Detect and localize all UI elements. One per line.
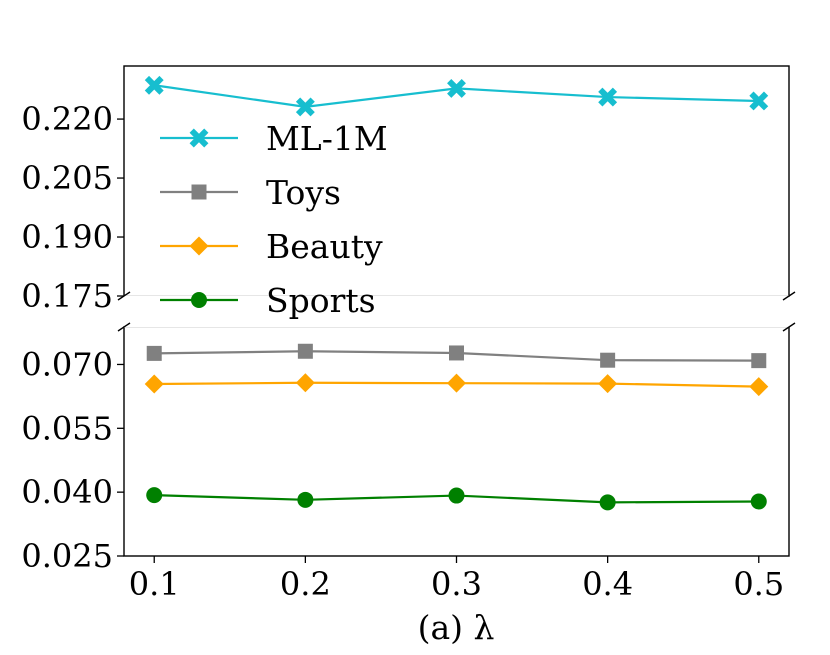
x-tick-label-2: 0.3	[431, 565, 482, 603]
x-axis-label: (a) λ	[418, 608, 495, 647]
point-ml-1m-2	[447, 78, 466, 98]
axis-break-mark-2	[117, 322, 131, 332]
legend-marker-sports	[191, 292, 207, 308]
upper-panel	[123, 65, 790, 297]
axis-break-marks	[117, 291, 796, 332]
legend-label-toys: Toys	[266, 173, 341, 212]
point-sports-1	[297, 491, 314, 508]
point-toys-3	[600, 352, 616, 368]
legend-label-sports: Sports	[266, 281, 376, 320]
legend-entry-ml-1m: ML-1M	[160, 119, 388, 158]
point-beauty-0	[144, 374, 164, 394]
lower-y-tick-label-3: 0.070	[21, 345, 113, 383]
x-tick-label-1: 0.2	[280, 565, 331, 603]
legend-entry-toys: Toys	[160, 173, 341, 212]
point-sports-4	[750, 493, 767, 510]
series-beauty	[144, 373, 769, 397]
legend: ML-1M Toys Beauty Sports	[160, 119, 388, 320]
legend-marker-ml-1m	[189, 128, 209, 148]
legend-label-beauty: Beauty	[266, 227, 383, 266]
point-ml-1m-0	[144, 75, 164, 95]
upper-y-tick-label-0: 0.175	[21, 277, 113, 315]
point-sports-2	[448, 487, 465, 504]
legend-marker-toys	[191, 184, 207, 200]
point-ml-1m-4	[749, 91, 769, 111]
point-sports-0	[146, 487, 163, 504]
legend-entry-beauty: Beauty	[160, 227, 383, 266]
upper-y-tick-label-3: 0.220	[21, 100, 113, 138]
point-beauty-4	[749, 377, 769, 397]
x-tick-label-4: 0.5	[733, 565, 784, 603]
x-tick-label-0: 0.1	[129, 565, 180, 603]
axis-break-mark-3	[782, 322, 796, 332]
point-ml-1m-3	[598, 87, 618, 107]
upper-y-tick-label-1: 0.190	[21, 218, 113, 256]
series-toys	[146, 343, 767, 369]
point-beauty-3	[598, 374, 618, 394]
upper-plot-frame	[123, 65, 790, 297]
series-sports	[146, 487, 767, 511]
point-toys-2	[449, 345, 464, 361]
legend-label-ml-1m: ML-1M	[266, 119, 388, 158]
lower-y-tick-label-1: 0.040	[21, 473, 113, 511]
legend-entry-sports: Sports	[160, 281, 376, 320]
lower-y-tick-label-2: 0.055	[21, 409, 113, 447]
point-toys-4	[751, 353, 767, 369]
lower-y-tick-label-0: 0.025	[21, 537, 113, 575]
point-sports-3	[599, 494, 616, 511]
upper-y-ticks: 0.175 0.190 0.205 0.220	[21, 100, 124, 315]
series-ml-1m	[144, 75, 769, 117]
x-ticks: 0.1 0.2 0.3 0.4 0.5	[129, 556, 784, 603]
point-beauty-2	[447, 373, 466, 393]
legend-marker-beauty	[189, 236, 209, 256]
point-toys-0	[146, 345, 162, 361]
lower-y-ticks: 0.025 0.040 0.055 0.070	[21, 345, 124, 575]
axis-break-mark-1	[782, 291, 796, 301]
point-beauty-1	[295, 373, 315, 393]
upper-y-tick-label-2: 0.205	[21, 159, 113, 197]
point-ml-1m-1	[295, 97, 315, 117]
x-tick-label-3: 0.4	[582, 565, 633, 603]
point-toys-1	[297, 343, 313, 359]
series-layer	[144, 75, 769, 511]
